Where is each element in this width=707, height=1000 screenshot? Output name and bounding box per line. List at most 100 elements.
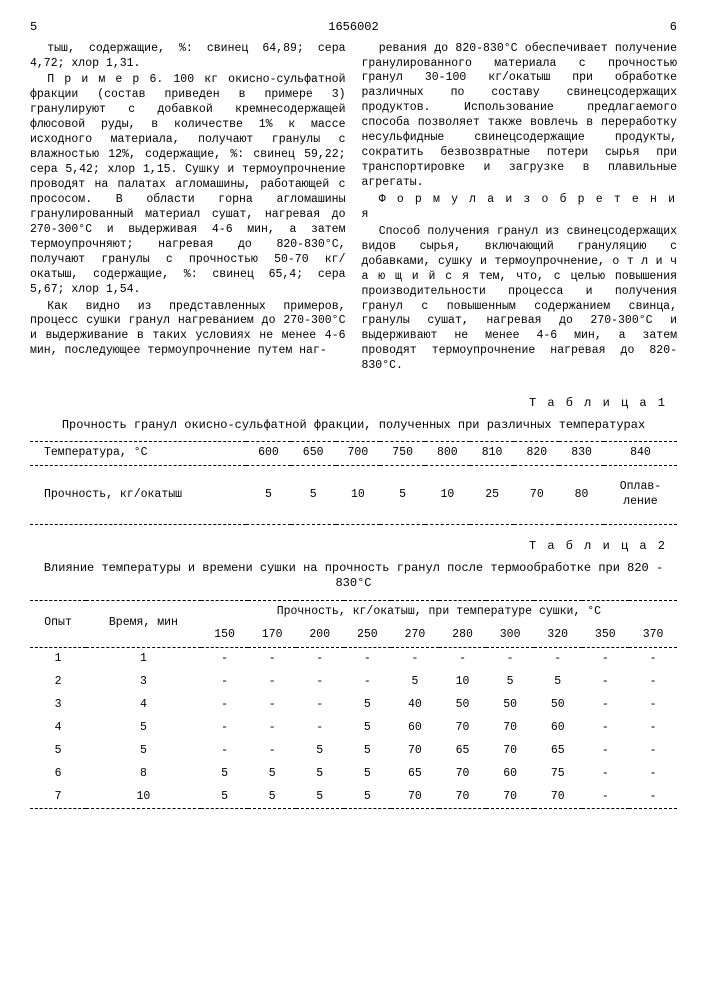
right-p1: ревания до 820-830°С обеспечивает получе… <box>362 42 678 191</box>
t2-val-cell: - <box>582 740 630 763</box>
t2-val-cell: - <box>629 647 677 670</box>
t2-val-cell: - <box>201 671 249 694</box>
t1-val-cell: 25 <box>470 466 515 525</box>
t2-temp-cell: 370 <box>629 624 677 647</box>
t2-row-time: 3 <box>86 671 201 694</box>
t2-val-cell: 65 <box>534 740 582 763</box>
t2-val-cell: 5 <box>344 763 392 786</box>
t2-val-cell: 5 <box>344 717 392 740</box>
t2-val-cell: 70 <box>534 786 582 809</box>
t2-temp-cell: 280 <box>439 624 487 647</box>
t2-temp-cell: 150 <box>201 624 249 647</box>
t2-val-cell: - <box>201 717 249 740</box>
t1-temp-cell: 840 <box>604 442 677 466</box>
t2-val-cell: 75 <box>534 763 582 786</box>
table2-label: Т а б л и ц а 2 <box>30 539 667 555</box>
t1-val-cell: 70 <box>514 466 559 525</box>
t2-temp-cell: 250 <box>344 624 392 647</box>
t2-val-cell: 70 <box>486 717 534 740</box>
t2-val-cell: 10 <box>439 671 487 694</box>
t2-val-cell: 5 <box>296 740 344 763</box>
t2-row-num: 4 <box>30 717 86 740</box>
t1-val-cell: 10 <box>336 466 381 525</box>
t2-val-cell: 50 <box>439 694 487 717</box>
t1-h1: Температура, °С <box>30 442 246 466</box>
t2-val-cell: - <box>629 763 677 786</box>
t2-val-cell: 70 <box>439 763 487 786</box>
t2-row-num: 7 <box>30 786 86 809</box>
table2: Опыт Время, мин Прочность, кг/окатыш, пр… <box>30 600 677 809</box>
t2-temp-cell: 270 <box>391 624 439 647</box>
t1-temp-cell: 700 <box>336 442 381 466</box>
t2-val-cell: - <box>201 694 249 717</box>
t2-val-cell: - <box>344 671 392 694</box>
t2-val-cell: - <box>582 671 630 694</box>
t2-val-cell: 5 <box>201 763 249 786</box>
t2-val-cell: 70 <box>439 717 487 740</box>
t2-row-time: 8 <box>86 763 201 786</box>
t2-temp-cell: 320 <box>534 624 582 647</box>
text-columns: тыш, содержащие, %: свинец 64,89; сера 4… <box>30 42 677 377</box>
t1-temp-cell: 750 <box>380 442 425 466</box>
t2-row-time: 5 <box>86 740 201 763</box>
t2-val-cell: 65 <box>391 763 439 786</box>
t1-temp-cell: 650 <box>291 442 336 466</box>
t2-val-cell: 5 <box>201 786 249 809</box>
t2-val-cell: - <box>582 786 630 809</box>
t2-temp-cell: 350 <box>582 624 630 647</box>
t1-val-cell: Оплав- ление <box>604 466 677 525</box>
t2-val-cell: 40 <box>391 694 439 717</box>
t1-val-cell: 80 <box>559 466 604 525</box>
t2-val-cell: 50 <box>486 694 534 717</box>
page-header: 5 1656002 6 <box>30 20 677 36</box>
page-num-left: 5 <box>30 20 37 36</box>
formula-heading: Ф о р м у л а и з о б р е т е н и я <box>362 193 678 223</box>
t2-val-cell: 50 <box>534 694 582 717</box>
t2-val-cell: - <box>248 740 296 763</box>
t2-val-cell: - <box>582 694 630 717</box>
t2-val-cell: 5 <box>296 763 344 786</box>
t2-val-cell: - <box>534 647 582 670</box>
t2-val-cell: 5 <box>344 740 392 763</box>
t2-val-cell: - <box>439 647 487 670</box>
doc-number: 1656002 <box>37 20 670 36</box>
t2-val-cell: - <box>296 717 344 740</box>
t2-val-cell: - <box>629 740 677 763</box>
t2-temp-cell: 170 <box>248 624 296 647</box>
table1-title: Прочность гранул окисно-сульфатной фракц… <box>30 418 677 434</box>
t2-val-cell: 70 <box>439 786 487 809</box>
t2-row-num: 2 <box>30 671 86 694</box>
left-p1: тыш, содержащие, %: свинец 64,89; сера 4… <box>30 42 346 72</box>
left-p2: П р и м е р 6. 100 кг окисно-сульфатной … <box>30 73 346 297</box>
t2-val-cell: - <box>486 647 534 670</box>
t2-row-num: 1 <box>30 647 86 670</box>
t2-val-cell: - <box>248 671 296 694</box>
t2-val-cell: 60 <box>534 717 582 740</box>
table1: Температура, °С 600650700750800810820830… <box>30 441 677 525</box>
t2-val-cell: 5 <box>391 671 439 694</box>
t2-h-opyt: Опыт <box>30 601 86 648</box>
right-column: ревания до 820-830°С обеспечивает получе… <box>362 42 678 377</box>
t2-row-num: 5 <box>30 740 86 763</box>
t2-val-cell: - <box>201 647 249 670</box>
right-p2: Способ получения гранул из свинецсодержа… <box>362 225 678 374</box>
t2-row-num: 3 <box>30 694 86 717</box>
t1-temp-cell: 810 <box>470 442 515 466</box>
t2-val-cell: - <box>629 694 677 717</box>
t2-row-time: 1 <box>86 647 201 670</box>
t1-temp-cell: 800 <box>425 442 470 466</box>
t2-val-cell: - <box>629 717 677 740</box>
t2-val-cell: - <box>582 717 630 740</box>
t2-val-cell: - <box>248 647 296 670</box>
t2-temp-cell: 300 <box>486 624 534 647</box>
t2-val-cell: 65 <box>439 740 487 763</box>
t2-val-cell: - <box>582 647 630 670</box>
t2-val-cell: - <box>629 786 677 809</box>
t2-row-time: 4 <box>86 694 201 717</box>
t1-temp-cell: 830 <box>559 442 604 466</box>
table2-title: Влияние температуры и времени сушки на п… <box>30 561 677 592</box>
t2-val-cell: 5 <box>534 671 582 694</box>
t2-val-cell: 70 <box>486 740 534 763</box>
t2-row-time: 5 <box>86 717 201 740</box>
t2-val-cell: 5 <box>296 786 344 809</box>
